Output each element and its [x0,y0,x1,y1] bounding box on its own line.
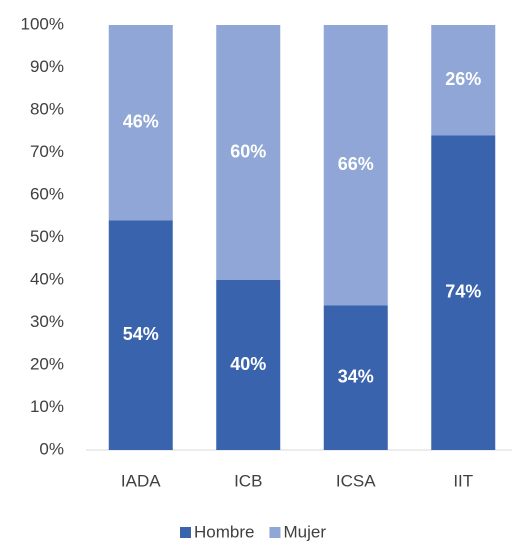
y-tick-label: 60% [30,184,64,203]
x-tick-label: IADA [121,471,161,490]
y-tick-label: 70% [30,142,64,161]
y-tick-label: 50% [30,227,64,246]
value-label: 40% [230,354,266,374]
y-tick-label: 10% [30,397,64,416]
y-tick-label: 30% [30,312,64,331]
y-tick-label: 20% [30,354,64,373]
bar-segment [323,25,388,306]
value-label: 34% [338,367,374,387]
y-tick-label: 100% [21,14,64,33]
bar-segment [431,135,496,450]
legend-label: Mujer [283,522,326,541]
value-label: 74% [445,282,481,302]
bar-segment [108,220,173,450]
bar-segment [323,305,388,450]
y-tick-label: 0% [39,439,64,458]
x-tick-label: ICSA [336,471,376,490]
value-label: 26% [445,69,481,89]
value-label: 60% [230,141,266,161]
value-label: 46% [123,112,159,132]
legend-swatch [269,527,281,538]
x-tick-label: ICB [234,471,262,490]
y-tick-label: 80% [30,99,64,118]
y-tick-label: 40% [30,269,64,288]
bar-segment [216,280,281,450]
x-tick-label: IIT [453,471,473,490]
bar-segment [431,25,496,136]
value-label: 66% [338,154,374,174]
legend-swatch [180,527,191,538]
legend-label: Hombre [194,522,254,541]
bar-segment [108,25,173,221]
bar-segment [216,25,281,280]
value-label: 54% [123,324,159,344]
y-tick-label: 90% [30,57,64,76]
